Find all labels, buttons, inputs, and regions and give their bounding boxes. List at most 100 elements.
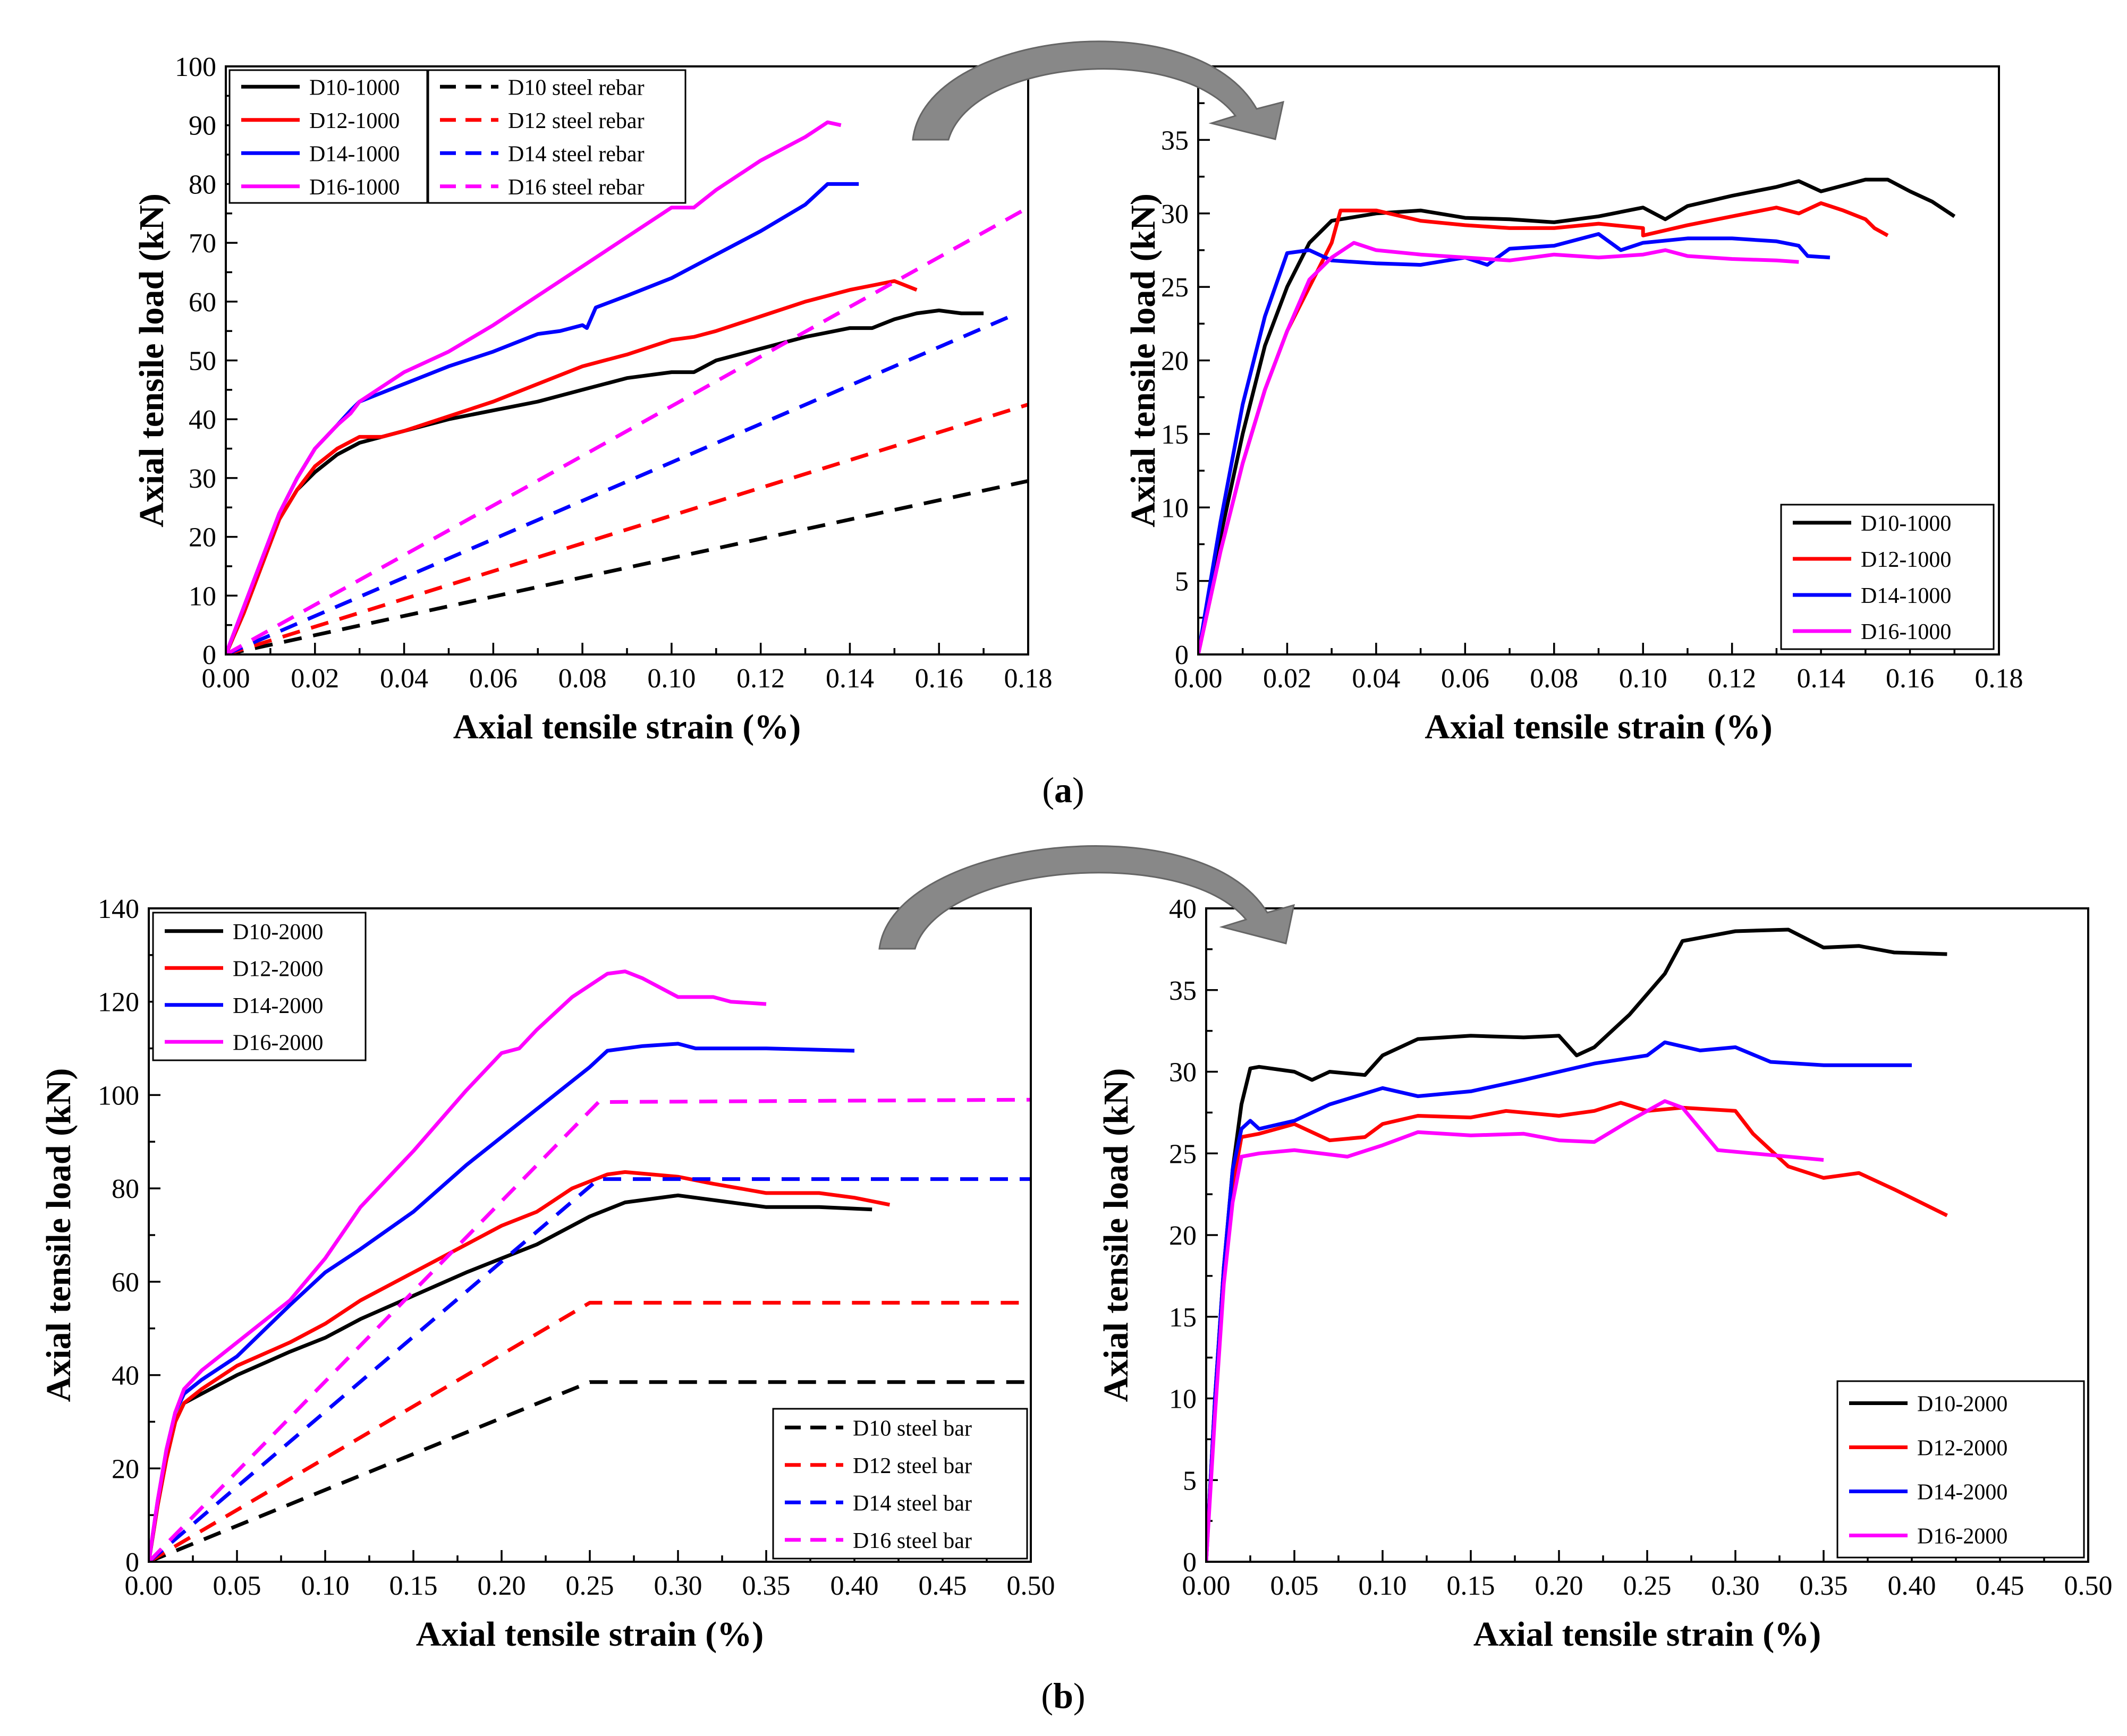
x-tick-label: 0.50 — [2064, 1571, 2113, 1601]
y-tick-label: 30 — [1169, 1058, 1197, 1088]
x-tick-label: 0.10 — [1359, 1571, 1407, 1601]
y-tick-label: 140 — [98, 894, 139, 924]
y-axis-title: Axial tensile load (kN) — [39, 1068, 78, 1402]
y-tick-label: 20 — [189, 523, 216, 553]
series-line-d10-1000 — [1198, 177, 1956, 654]
x-tick-label: 0.12 — [1708, 663, 1756, 694]
x-tick-label: 0.10 — [1619, 663, 1667, 694]
x-tick-label: 0.06 — [1441, 663, 1489, 694]
y-tick-label: 60 — [112, 1267, 139, 1298]
x-tick-label: 0.08 — [1530, 663, 1578, 694]
y-tick-label: 50 — [189, 346, 216, 377]
y-tick-label: 70 — [189, 228, 216, 259]
series-line-d14-steel-rebar — [226, 314, 1011, 654]
x-tick-label: 0.45 — [919, 1571, 967, 1601]
x-tick-label: 0.45 — [1976, 1571, 2024, 1601]
x-tick-label: 0.00 — [1182, 1571, 1231, 1601]
y-tick-label: 0 — [125, 1547, 139, 1578]
legend-label: D10-2000 — [1917, 1392, 2007, 1417]
legend-label: D16-2000 — [233, 1031, 323, 1055]
y-tick-label: 10 — [189, 581, 216, 611]
y-axis-title: Axial tensile load (kN) — [1124, 193, 1163, 527]
x-tick-label: 0.20 — [1535, 1571, 1583, 1601]
series-line-d12-steel-rebar — [226, 403, 1028, 654]
x-axis-title: Axial tensile strain (%) — [453, 708, 801, 746]
x-tick-label: 0.00 — [1174, 663, 1223, 694]
legend-box — [228, 69, 428, 204]
chart-b-right: 0.00 0.05 0.10 0.15 0.20 0.25 0.30 0.35 0.40 0.45… — [1097, 894, 2113, 1654]
y-tick-label: 60 — [189, 287, 216, 318]
legend-label: D14-2000 — [1917, 1480, 2007, 1505]
x-tick-label: 0.08 — [558, 663, 607, 694]
series-line-d12-1000 — [226, 279, 918, 654]
y-tick-label: 30 — [189, 464, 216, 494]
x-tick-label: 0.14 — [826, 663, 874, 694]
x-tick-label: 0.04 — [1352, 663, 1400, 694]
x-tick-label: 0.15 — [1447, 1571, 1495, 1601]
y-tick-label: 35 — [1161, 125, 1189, 156]
series-line-d10-steel-bar — [149, 1380, 1031, 1562]
x-tick-label: 0.02 — [291, 663, 339, 694]
legend-label: D12-1000 — [1861, 548, 1951, 572]
series-line-d16-1000 — [226, 120, 842, 654]
legend-label: D10-1000 — [309, 75, 400, 100]
chart-a-right: 0.00 0.02 0.04 0.06 0.08 0.10 0.12 0.14 0.16 0.18… — [1124, 52, 2023, 746]
y-tick-label: 0 — [1175, 640, 1189, 670]
x-tick-label: 0.02 — [1263, 663, 1311, 694]
y-tick-label: 5 — [1175, 567, 1189, 597]
legend-label: D12-2000 — [233, 957, 323, 981]
legend-label: D10 steel bar — [853, 1416, 972, 1441]
y-tick-label: 20 — [1161, 346, 1189, 377]
x-tick-label: 0.10 — [647, 663, 696, 694]
chart-a-left: 0.00 0.02 0.04 0.06 0.08 0.10 0.12 0.14 0.16 0.18… — [132, 52, 1053, 746]
y-tick-label: 20 — [1169, 1221, 1197, 1251]
series-line-d16-2000 — [1206, 1099, 1824, 1562]
x-tick-label: 0.18 — [1004, 663, 1053, 694]
series-line-d10-2000 — [149, 1193, 872, 1562]
legend-box — [1836, 1380, 2085, 1559]
plot-frame — [1197, 65, 2000, 656]
y-tick-label: 0 — [1183, 1547, 1197, 1578]
y-tick-label: 0 — [202, 640, 216, 670]
legend-box — [427, 69, 687, 204]
y-axis-title: Axial tensile load (kN) — [1097, 1068, 1135, 1402]
legend-label: D10-1000 — [1861, 512, 1951, 536]
x-axis-title: Axial tensile strain (%) — [1473, 1615, 1821, 1654]
transition-arrow-b — [878, 845, 1295, 950]
legend-label: D16-1000 — [1861, 620, 1951, 644]
plot-frame — [1205, 907, 2089, 1563]
x-tick-label: 0.30 — [654, 1571, 702, 1601]
y-tick-label: 10 — [1161, 493, 1189, 523]
legend-label: D12-2000 — [1917, 1436, 2007, 1461]
x-tick-label: 0.25 — [1623, 1571, 1672, 1601]
y-tick-label: 100 — [175, 52, 216, 82]
legend-label: D16 steel rebar — [508, 175, 645, 200]
legend-label: D12 steel bar — [853, 1454, 972, 1478]
x-tick-label: 0.25 — [566, 1571, 614, 1601]
legend-box — [772, 1408, 1028, 1560]
x-tick-label: 0.40 — [831, 1571, 879, 1601]
y-tick-label: 120 — [98, 988, 139, 1018]
y-tick-label: 40 — [112, 1361, 139, 1391]
x-axis-title: Axial tensile strain (%) — [1425, 708, 1772, 746]
x-tick-label: 0.05 — [1270, 1571, 1319, 1601]
legend-label: D16-2000 — [1917, 1525, 2007, 1549]
series-line-d10-2000 — [1206, 927, 1947, 1562]
y-tick-label: 35 — [1169, 976, 1197, 1006]
legend-label: D12 steel rebar — [508, 109, 645, 133]
series-line-d16-steel-bar — [149, 1097, 1031, 1562]
y-tick-label: 10 — [1169, 1384, 1197, 1415]
legend-label: D12-1000 — [309, 109, 400, 133]
legend-label: D14-1000 — [1861, 584, 1951, 608]
x-axis-title: Axial tensile strain (%) — [416, 1615, 764, 1654]
x-tick-label: 0.15 — [389, 1571, 438, 1601]
x-tick-label: 0.12 — [736, 663, 785, 694]
legend-label: D14 steel rebar — [508, 142, 645, 166]
legend-label: D16-1000 — [309, 175, 400, 200]
y-tick-label: 15 — [1161, 420, 1189, 450]
x-tick-label: 0.00 — [202, 663, 250, 694]
x-tick-label: 0.04 — [380, 663, 428, 694]
y-tick-label: 80 — [112, 1174, 139, 1204]
legend-label: D14-2000 — [233, 994, 323, 1018]
